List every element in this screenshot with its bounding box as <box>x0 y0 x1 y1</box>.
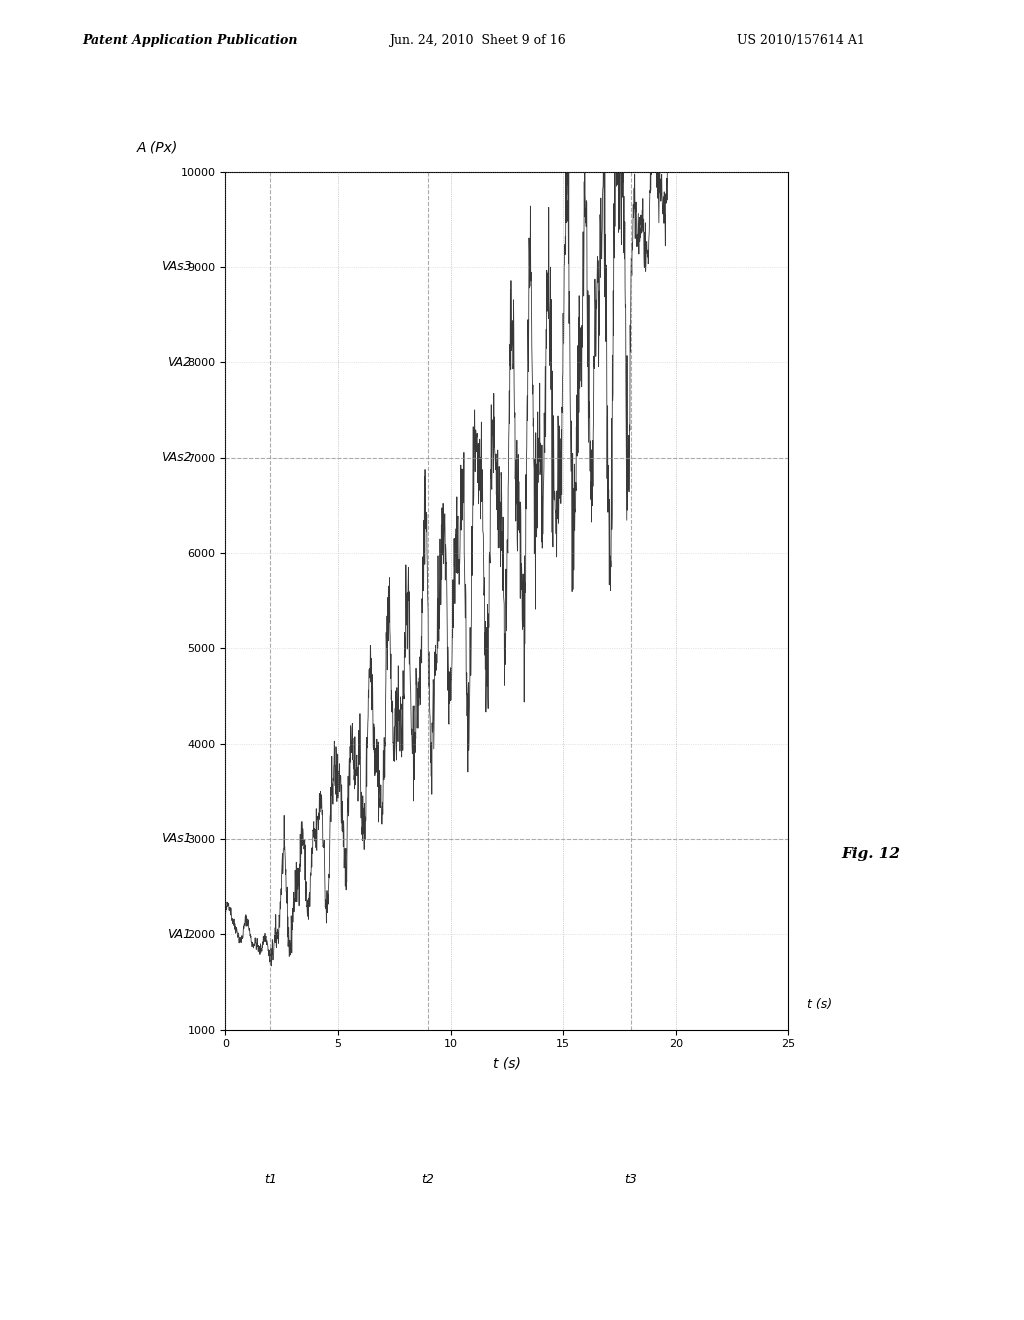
X-axis label: t (s): t (s) <box>493 1056 521 1071</box>
Text: US 2010/157614 A1: US 2010/157614 A1 <box>737 33 865 46</box>
Text: VA1: VA1 <box>167 928 191 941</box>
Text: t2: t2 <box>422 1172 434 1185</box>
Text: t1: t1 <box>264 1172 276 1185</box>
Text: t3: t3 <box>625 1172 637 1185</box>
Text: Patent Application Publication: Patent Application Publication <box>82 33 297 46</box>
Text: Fig. 12: Fig. 12 <box>841 847 900 861</box>
Text: t (s): t (s) <box>807 998 831 1011</box>
Text: VAs2: VAs2 <box>161 451 191 465</box>
Text: VAs3: VAs3 <box>161 260 191 273</box>
Text: VAs1: VAs1 <box>161 833 191 845</box>
Text: Jun. 24, 2010  Sheet 9 of 16: Jun. 24, 2010 Sheet 9 of 16 <box>389 33 566 46</box>
Text: VA2: VA2 <box>167 356 191 368</box>
Y-axis label: A (Px): A (Px) <box>137 140 178 154</box>
